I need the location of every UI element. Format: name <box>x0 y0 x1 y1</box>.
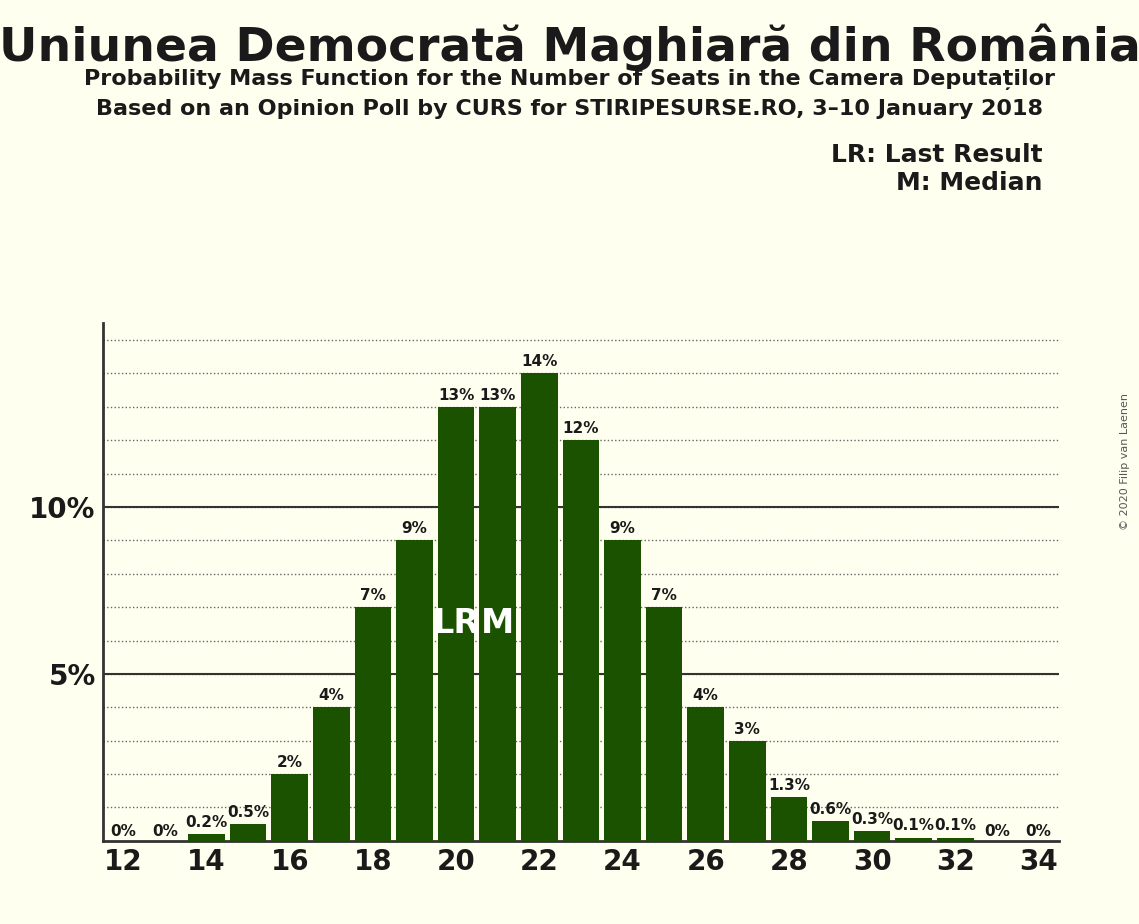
Text: 0%: 0% <box>151 824 178 839</box>
Text: 9%: 9% <box>609 521 636 537</box>
Text: Uniunea Democrată Maghiară din România: Uniunea Democrată Maghiară din România <box>0 23 1139 70</box>
Bar <box>271 774 308 841</box>
Text: LR: Last Result: LR: Last Result <box>830 143 1042 167</box>
Bar <box>188 834 224 841</box>
Text: 0.1%: 0.1% <box>893 819 935 833</box>
Text: Based on an Opinion Poll by CURS for STIRIPESURSE.RO, 3–10 January 2018: Based on an Opinion Poll by CURS for STI… <box>96 99 1043 119</box>
Text: 13%: 13% <box>480 388 516 403</box>
Text: 1.3%: 1.3% <box>768 778 810 794</box>
Text: 4%: 4% <box>693 688 719 703</box>
Bar <box>895 837 932 841</box>
Text: LR: LR <box>433 607 480 640</box>
Bar <box>521 373 558 841</box>
Text: 4%: 4% <box>319 688 344 703</box>
Bar <box>604 541 641 841</box>
Bar <box>563 440 599 841</box>
Text: M: M <box>481 607 515 640</box>
Bar <box>937 837 974 841</box>
Text: 7%: 7% <box>360 589 386 603</box>
Bar <box>854 831 891 841</box>
Bar <box>687 707 724 841</box>
Text: 0.6%: 0.6% <box>810 802 852 817</box>
Text: 0.5%: 0.5% <box>227 805 269 821</box>
Bar <box>729 741 765 841</box>
Text: 3%: 3% <box>735 722 760 736</box>
Bar <box>230 824 267 841</box>
Text: 12%: 12% <box>563 421 599 436</box>
Text: 7%: 7% <box>652 589 677 603</box>
Bar <box>313 707 350 841</box>
Text: Probability Mass Function for the Number of Seats in the Camera Deputaților: Probability Mass Function for the Number… <box>84 69 1055 91</box>
Text: 2%: 2% <box>277 755 303 770</box>
Text: 0.2%: 0.2% <box>186 815 228 830</box>
Bar <box>771 797 808 841</box>
Bar <box>437 407 475 841</box>
Bar <box>812 821 849 841</box>
Bar <box>354 607 391 841</box>
Text: M: Median: M: Median <box>895 171 1042 195</box>
Bar <box>646 607 682 841</box>
Text: 0%: 0% <box>984 824 1010 839</box>
Text: © 2020 Filip van Laenen: © 2020 Filip van Laenen <box>1121 394 1130 530</box>
Text: 13%: 13% <box>437 388 474 403</box>
Bar <box>396 541 433 841</box>
Text: 0.3%: 0.3% <box>851 812 893 827</box>
Bar <box>480 407 516 841</box>
Text: 14%: 14% <box>522 355 557 370</box>
Text: 0.1%: 0.1% <box>934 819 976 833</box>
Text: 9%: 9% <box>402 521 427 537</box>
Text: 0%: 0% <box>1025 824 1051 839</box>
Text: 0%: 0% <box>110 824 137 839</box>
